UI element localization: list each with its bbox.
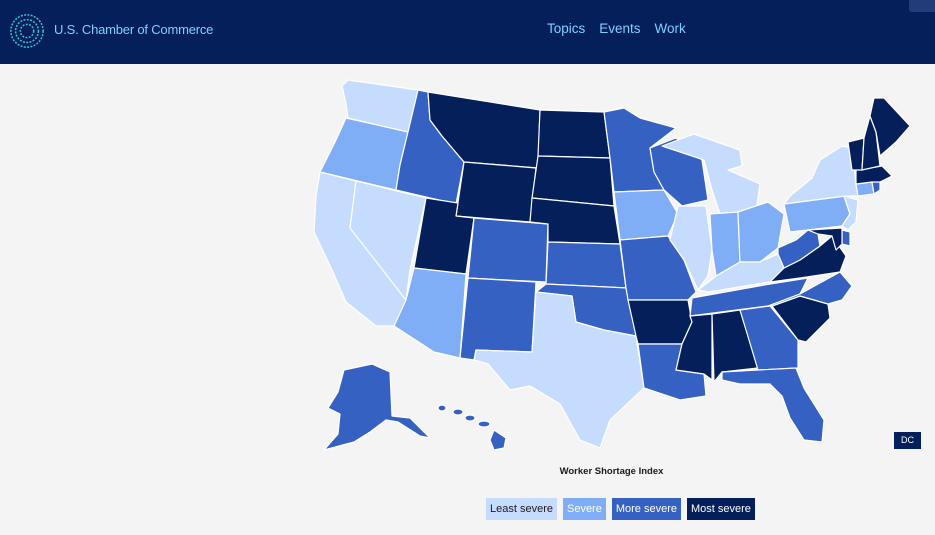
state-NJ[interactable]	[841, 195, 859, 231]
state-CO[interactable]	[467, 217, 549, 283]
state-TX[interactable]	[473, 291, 645, 449]
state-AK[interactable]	[323, 363, 431, 451]
legend-least-severe[interactable]: Least severe	[486, 498, 557, 520]
us-map	[313, 79, 911, 451]
state-HI[interactable]	[437, 404, 507, 451]
state-ND[interactable]	[537, 109, 611, 159]
state-NM[interactable]	[459, 277, 537, 361]
legend-severe[interactable]: Severe	[562, 498, 606, 520]
state-WY[interactable]	[455, 161, 537, 223]
state-DE[interactable]	[841, 229, 851, 247]
state-AR[interactable]	[627, 299, 693, 345]
legend-more-severe[interactable]: More severe	[611, 498, 681, 520]
main-nav: Topics Events Work	[547, 21, 686, 36]
state-NY[interactable]	[783, 145, 859, 205]
state-MA[interactable]	[855, 165, 893, 185]
state-IL[interactable]	[669, 205, 713, 291]
state-WV[interactable]	[777, 229, 821, 269]
state-MI[interactable]	[661, 133, 761, 215]
state-ME[interactable]	[869, 97, 911, 157]
state-NV[interactable]	[349, 180, 427, 301]
state-OH[interactable]	[737, 201, 785, 263]
nav-events[interactable]: Events	[599, 21, 641, 36]
state-MD[interactable]	[807, 227, 843, 251]
state-GA[interactable]	[739, 305, 799, 371]
state-FL[interactable]	[721, 367, 825, 443]
brand-name[interactable]: U.S. Chamber of Commerce	[54, 22, 214, 37]
state-SD[interactable]	[531, 155, 615, 207]
legend-title: Worker Shortage Index	[559, 466, 664, 477]
corner-button[interactable]	[909, 0, 935, 12]
state-NH[interactable]	[861, 115, 881, 171]
nav-work[interactable]: Work	[654, 21, 686, 36]
state-IA[interactable]	[613, 189, 679, 241]
state-NC[interactable]	[767, 271, 853, 307]
dc-badge[interactable]: DC	[894, 432, 921, 449]
chamber-logo-icon[interactable]	[8, 12, 46, 50]
legend: Least severe Severe More severe Most sev…	[486, 498, 755, 520]
site-header: U.S. Chamber of Commerce Topics Events W…	[0, 0, 935, 64]
legend-most-severe[interactable]: Most severe	[686, 498, 755, 520]
state-KS[interactable]	[545, 241, 627, 289]
state-AL[interactable]	[711, 309, 759, 383]
state-AZ[interactable]	[393, 267, 467, 359]
nav-topics[interactable]: Topics	[547, 21, 586, 36]
